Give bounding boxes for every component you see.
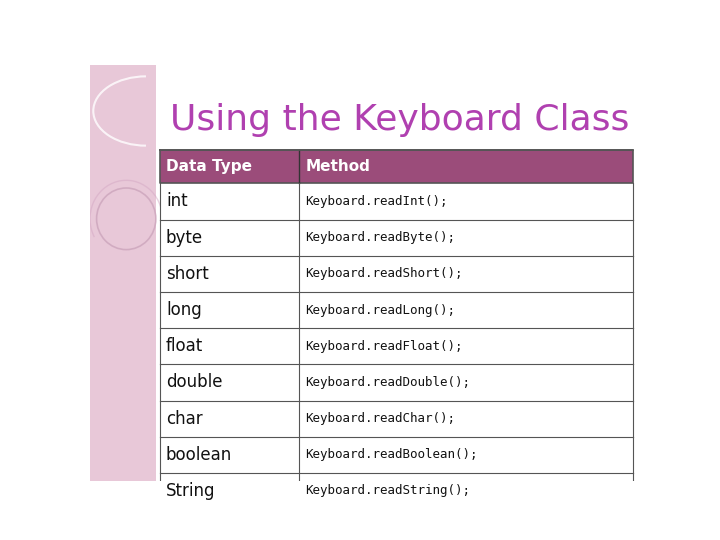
Text: boolean: boolean	[166, 446, 232, 464]
Bar	[160, 328, 632, 364]
Text: byte: byte	[166, 228, 203, 247]
Text: String: String	[166, 482, 215, 500]
Text: Keyboard.readFloat();: Keyboard.readFloat();	[305, 340, 463, 353]
Bar	[160, 473, 632, 509]
Bar	[160, 256, 632, 292]
Text: double: double	[166, 374, 222, 391]
Text: long: long	[166, 301, 202, 319]
Bar	[160, 401, 632, 437]
Text: Keyboard.readChar();: Keyboard.readChar();	[305, 412, 456, 425]
Text: Keyboard.readDouble();: Keyboard.readDouble();	[305, 376, 470, 389]
Bar	[160, 150, 632, 184]
Text: Keyboard.readString();: Keyboard.readString();	[305, 484, 470, 497]
Text: Data Type: Data Type	[166, 159, 252, 174]
Text: Keyboard.readBoolean();: Keyboard.readBoolean();	[305, 448, 478, 461]
Bar	[160, 292, 632, 328]
Text: float: float	[166, 338, 203, 355]
Text: Keyboard.readShort();: Keyboard.readShort();	[305, 267, 463, 280]
Text: Keyboard.readByte();: Keyboard.readByte();	[305, 231, 456, 244]
Bar	[160, 184, 632, 220]
Bar	[160, 220, 632, 256]
Text: Keyboard.readLong();: Keyboard.readLong();	[305, 303, 456, 316]
Bar	[160, 364, 632, 401]
Text: Method: Method	[305, 159, 370, 174]
Bar	[90, 65, 156, 481]
Text: char: char	[166, 410, 202, 428]
Text: Keyboard.readInt();: Keyboard.readInt();	[305, 195, 448, 208]
Bar	[160, 437, 632, 473]
Text: short: short	[166, 265, 209, 283]
Text: int: int	[166, 192, 188, 211]
Text: Using the Keyboard Class: Using the Keyboard Class	[171, 103, 630, 137]
